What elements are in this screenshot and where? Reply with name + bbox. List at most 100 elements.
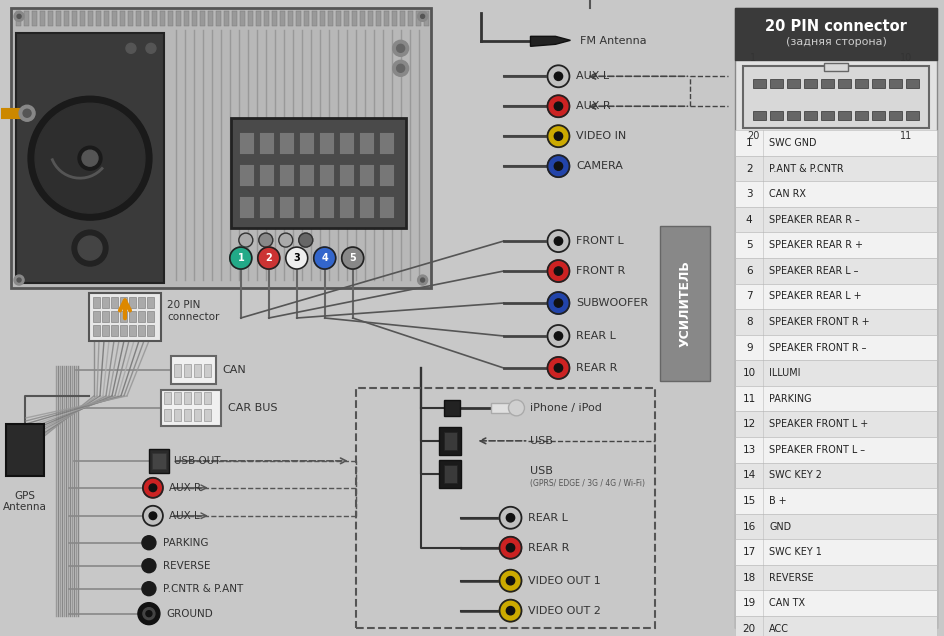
Text: ILLUMI: ILLUMI xyxy=(768,368,800,378)
Text: REAR L: REAR L xyxy=(528,513,567,523)
Bar xyxy=(6,424,44,476)
Bar xyxy=(16,33,163,283)
Bar xyxy=(174,409,180,421)
Circle shape xyxy=(143,506,162,526)
Bar xyxy=(184,392,191,404)
Bar xyxy=(734,233,936,258)
Text: REAR L: REAR L xyxy=(576,331,615,341)
Circle shape xyxy=(417,11,427,22)
Circle shape xyxy=(417,275,427,285)
Bar xyxy=(443,432,456,450)
Text: SPEAKER FRONT R +: SPEAKER FRONT R + xyxy=(768,317,868,327)
Bar xyxy=(399,11,404,26)
Bar xyxy=(298,132,313,154)
Text: SPEAKER REAR L –: SPEAKER REAR L – xyxy=(768,266,858,276)
Text: AUX R: AUX R xyxy=(169,483,201,493)
Bar xyxy=(734,361,936,386)
Bar xyxy=(32,11,37,26)
Circle shape xyxy=(392,40,408,57)
Circle shape xyxy=(143,607,155,619)
Text: CAN TX: CAN TX xyxy=(768,598,804,608)
Bar xyxy=(423,11,429,26)
Circle shape xyxy=(239,233,253,247)
Bar xyxy=(742,66,928,128)
Bar xyxy=(734,437,936,462)
Bar xyxy=(93,311,100,322)
Text: P.CNTR & P.ANT: P.CNTR & P.ANT xyxy=(162,584,243,593)
Text: 18: 18 xyxy=(742,572,755,583)
Bar xyxy=(338,196,353,218)
Bar xyxy=(820,80,834,88)
Bar xyxy=(48,11,53,26)
Bar xyxy=(734,181,936,207)
Circle shape xyxy=(554,102,562,111)
Bar xyxy=(318,196,333,218)
Circle shape xyxy=(78,236,102,260)
Bar xyxy=(734,386,936,411)
Bar xyxy=(803,80,817,88)
Circle shape xyxy=(142,582,156,596)
Bar xyxy=(734,8,936,60)
Bar xyxy=(138,325,144,336)
Circle shape xyxy=(258,247,279,269)
Bar xyxy=(96,11,101,26)
Text: GROUND: GROUND xyxy=(166,609,212,619)
Bar xyxy=(438,427,460,455)
Bar xyxy=(199,11,205,26)
Text: SPEAKER REAR R –: SPEAKER REAR R – xyxy=(768,215,859,225)
Bar xyxy=(734,539,936,565)
Bar xyxy=(110,311,118,322)
Text: 3: 3 xyxy=(745,189,751,199)
Text: USB: USB xyxy=(530,466,553,476)
Text: 8: 8 xyxy=(745,317,751,327)
Circle shape xyxy=(17,15,21,18)
Text: ACC: ACC xyxy=(768,624,788,634)
Circle shape xyxy=(547,292,569,314)
Text: 1: 1 xyxy=(745,138,751,148)
Circle shape xyxy=(499,570,521,591)
Circle shape xyxy=(138,603,160,625)
Bar xyxy=(769,80,783,88)
Bar xyxy=(80,11,85,26)
Circle shape xyxy=(392,60,408,76)
Bar xyxy=(279,11,284,26)
Bar xyxy=(854,80,868,88)
Bar xyxy=(272,11,277,26)
Text: B +: B + xyxy=(768,496,786,506)
Bar xyxy=(256,11,261,26)
Bar xyxy=(379,196,394,218)
Bar xyxy=(102,325,109,336)
Bar xyxy=(163,409,171,421)
Bar xyxy=(295,11,300,26)
Circle shape xyxy=(547,95,569,117)
Bar xyxy=(769,111,783,120)
Bar xyxy=(490,403,510,413)
Bar xyxy=(215,11,221,26)
Bar xyxy=(194,364,201,377)
Circle shape xyxy=(142,558,156,572)
Bar xyxy=(231,11,237,26)
Bar xyxy=(288,11,293,26)
Text: 2: 2 xyxy=(745,163,751,174)
Bar xyxy=(443,465,456,483)
Bar xyxy=(837,80,851,88)
Text: 10: 10 xyxy=(742,368,755,378)
Bar xyxy=(259,164,274,186)
Bar xyxy=(120,11,125,26)
Text: 20: 20 xyxy=(747,131,759,141)
Text: (задняя сторона): (задняя сторона) xyxy=(784,38,885,47)
Text: SPEAKER FRONT R –: SPEAKER FRONT R – xyxy=(768,343,866,352)
Circle shape xyxy=(149,484,157,492)
Circle shape xyxy=(547,230,569,252)
Circle shape xyxy=(506,514,514,522)
Bar xyxy=(146,311,154,322)
Bar xyxy=(110,297,118,308)
Text: 10: 10 xyxy=(899,53,911,64)
Bar xyxy=(318,164,333,186)
Text: FM Antenna: FM Antenna xyxy=(580,36,647,46)
Bar xyxy=(734,284,936,309)
Bar xyxy=(734,590,936,616)
Bar xyxy=(278,164,294,186)
Text: VIDEO OUT 1: VIDEO OUT 1 xyxy=(528,576,600,586)
Text: AUX R: AUX R xyxy=(576,101,611,111)
